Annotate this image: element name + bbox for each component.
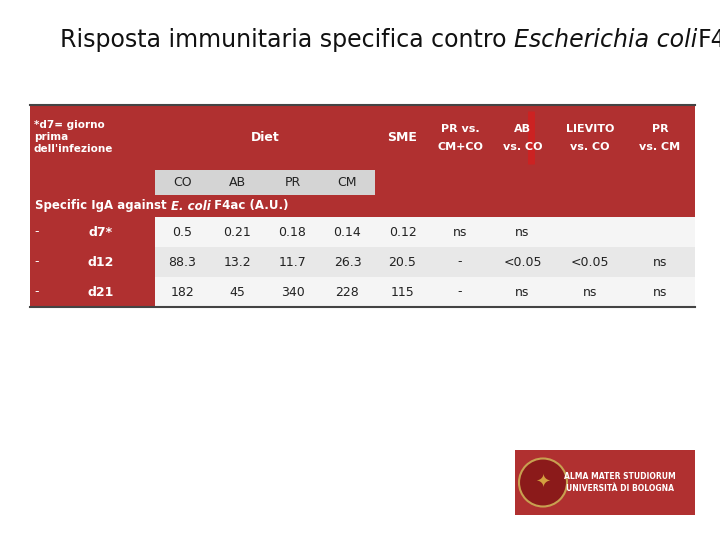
Text: 0.14: 0.14 (333, 226, 361, 239)
Text: 11.7: 11.7 (279, 255, 307, 268)
Text: AB: AB (229, 176, 246, 189)
Bar (30, 277, 695, 307)
Bar (30, 277, 155, 307)
Text: ns: ns (516, 286, 530, 299)
Text: PR vs.: PR vs. (441, 124, 480, 133)
Text: 0.12: 0.12 (389, 226, 416, 239)
Text: d7*: d7* (89, 226, 112, 239)
Bar (30, 170, 695, 195)
Text: -: - (34, 255, 38, 268)
Text: 26.3: 26.3 (333, 255, 361, 268)
Bar (30, 217, 155, 247)
Text: d21: d21 (87, 286, 114, 299)
Text: -: - (458, 255, 462, 268)
Text: 182: 182 (171, 286, 194, 299)
Text: CM: CM (338, 176, 357, 189)
Text: <0.05: <0.05 (503, 255, 541, 268)
Bar (515, 450, 695, 515)
Text: UNIVERSITÀ DI BOLOGNA: UNIVERSITÀ DI BOLOGNA (566, 484, 674, 493)
Text: ns: ns (516, 226, 530, 239)
Text: -: - (34, 226, 38, 239)
Text: d12: d12 (87, 255, 114, 268)
Text: ALMA MATER STUDIORUM: ALMA MATER STUDIORUM (564, 472, 676, 481)
Text: F4ac: F4ac (698, 28, 720, 52)
Text: Specific IgA against: Specific IgA against (35, 199, 171, 213)
Bar (30, 217, 695, 247)
Text: -: - (458, 286, 462, 299)
Text: ns: ns (653, 255, 667, 268)
Text: ✦: ✦ (536, 474, 551, 491)
Text: vs. CO: vs. CO (503, 141, 542, 152)
Bar (30, 195, 695, 217)
Text: ns: ns (453, 226, 467, 239)
Text: 0.18: 0.18 (279, 226, 307, 239)
Text: prima: prima (34, 132, 68, 143)
Text: CO: CO (174, 176, 192, 189)
Text: 228: 228 (336, 286, 359, 299)
Text: dell'infezione: dell'infezione (34, 145, 113, 154)
Text: Diet: Diet (251, 131, 279, 144)
Text: 0.5: 0.5 (173, 226, 192, 239)
Text: E. coli: E. coli (171, 199, 210, 213)
Bar (30, 247, 695, 277)
Text: 88.3: 88.3 (168, 255, 197, 268)
Text: ns: ns (582, 286, 597, 299)
Text: SME: SME (387, 131, 418, 144)
Text: *d7= giorno: *d7= giorno (34, 120, 104, 131)
Text: AB: AB (514, 124, 531, 133)
Text: vs. CM: vs. CM (639, 141, 680, 152)
Text: F4ac (A.U.): F4ac (A.U.) (210, 199, 289, 213)
Text: vs. CO: vs. CO (570, 141, 610, 152)
Text: Escherichia coli: Escherichia coli (514, 28, 698, 52)
Text: PR: PR (284, 176, 301, 189)
Text: 45: 45 (230, 286, 246, 299)
Text: 13.2: 13.2 (224, 255, 251, 268)
Bar (30, 247, 155, 277)
Bar (30, 105, 695, 170)
Bar (155, 170, 375, 195)
Text: 340: 340 (281, 286, 305, 299)
Text: -: - (34, 286, 38, 299)
Text: LIEVITO: LIEVITO (566, 124, 614, 133)
Circle shape (519, 458, 567, 507)
Text: 0.21: 0.21 (224, 226, 251, 239)
Text: Risposta immunitaria specifica contro: Risposta immunitaria specifica contro (60, 28, 514, 52)
Text: 115: 115 (391, 286, 415, 299)
Text: 20.5: 20.5 (389, 255, 416, 268)
Text: ns: ns (653, 286, 667, 299)
Text: CM+CO: CM+CO (437, 141, 483, 152)
Text: PR: PR (652, 124, 668, 133)
Text: <0.05: <0.05 (571, 255, 609, 268)
